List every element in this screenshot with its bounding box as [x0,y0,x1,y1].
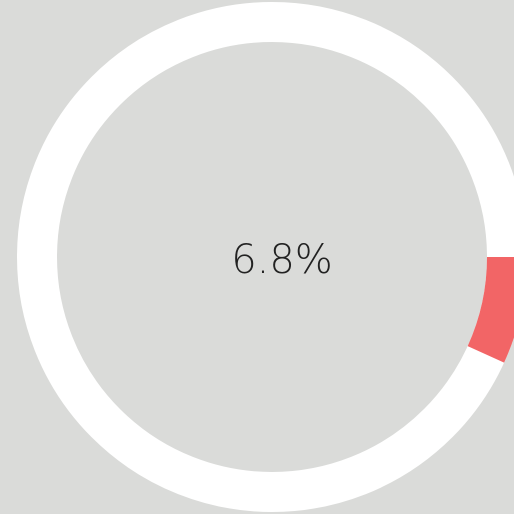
value-label: 6.8% [231,237,333,283]
progress-arc [467,256,514,363]
